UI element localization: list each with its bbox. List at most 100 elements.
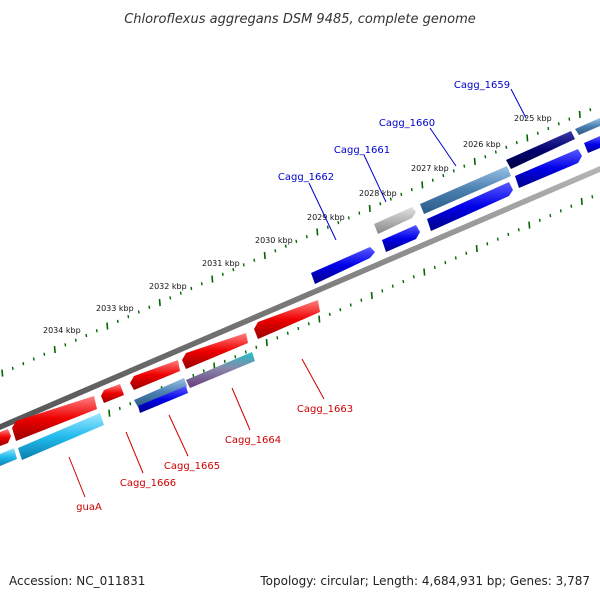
reverse-strand [0,300,320,466]
tick-mark [473,157,476,165]
tick-mark [568,117,571,121]
tick-mark [410,188,413,192]
tick-mark [244,350,247,354]
tick-mark [433,265,436,269]
tick-mark [265,339,268,347]
tick-mark [53,346,56,354]
tick-mark [234,355,237,359]
gene-label-top[interactable]: Cagg_1662 [278,172,334,183]
tick-mark [74,338,77,342]
feature-cagg-1665-steel[interactable] [134,378,187,407]
feature-cagg-1666[interactable] [101,384,124,403]
gene-label-top[interactable]: Cagg_1659 [454,80,510,91]
tick-mark [412,275,415,279]
gene-label-bottom[interactable]: Cagg_1666 [120,478,176,489]
feature-cagg-1661-grey[interactable] [374,207,416,234]
gene-label-bottom[interactable]: Cagg_1664 [225,435,281,446]
tick-mark [402,279,405,284]
tick-mark [486,242,489,246]
tick-mark [421,181,424,189]
tick-mark [431,178,434,182]
tick-mark [360,298,363,302]
tick-mark [389,197,392,201]
tick-mark [274,249,277,253]
tick-mark [370,291,373,300]
tick-mark [286,331,289,335]
tick-mark [463,164,466,168]
feature-cagg-1660[interactable] [420,166,511,214]
tick-mark [379,202,382,206]
feature-cagg-1659[interactable] [506,131,575,169]
tick-mark [381,289,384,293]
tick-mark [232,267,235,272]
tick-mark [444,261,447,265]
tick-mark [400,192,403,196]
tick-mark [192,373,195,378]
outer-tick-ring [1,108,592,377]
feature-cagg-1665[interactable] [130,360,180,390]
gene-label-bottom[interactable]: guaA [76,502,102,513]
tick-mark [465,251,468,255]
tick-mark [307,322,310,326]
tick-mark [454,256,457,260]
feature-left-edge[interactable] [0,429,11,446]
tick-mark [106,322,109,330]
tick-mark [484,155,487,159]
tick-mark [328,312,331,317]
tick-mark [580,197,583,206]
tick-mark [507,232,510,237]
accession-text: Accession: NC_011831 [9,574,146,588]
tick-mark [442,173,445,178]
tick-mark [253,258,256,262]
gene-label-bottom[interactable]: Cagg_1665 [164,461,220,472]
tick-mark [95,329,98,333]
tick-mark [169,296,172,300]
callout-lines [68,88,527,498]
tick-mark [475,244,478,253]
feature-guaA[interactable] [12,396,97,441]
feature-cyan-long[interactable] [18,413,104,460]
feature-cagg-1660-inner[interactable] [515,149,582,188]
gene-label-bottom[interactable]: Cagg_1663 [297,404,353,415]
kbp-label: 2026 kbp [463,140,501,149]
tick-mark [515,140,518,145]
gene-label-top[interactable]: Cagg_1660 [379,118,435,129]
tick-mark [137,310,140,314]
tick-mark [557,122,560,126]
tick-mark [358,211,361,215]
genome-backbone [0,166,600,430]
tick-mark [43,352,46,356]
tick-mark [578,110,581,118]
feature-right-edge[interactable] [584,136,600,153]
genome-summary-text: Topology: circular; Length: 4,684,931 bp… [260,574,590,588]
tick-mark [179,291,182,295]
tick-mark [505,145,508,149]
tick-mark [190,286,193,291]
feature-cagg-1663[interactable] [254,300,320,339]
feature-cyan-edge[interactable] [0,448,17,466]
tick-mark [127,315,130,319]
page-title: Chloroflexus aggregans DSM 9485, complet… [124,12,476,27]
feature-cagg-1662-main[interactable] [311,247,375,284]
tick-mark [85,333,88,338]
tick-mark [32,357,35,361]
feature-cagg-1665-blue[interactable] [138,386,188,413]
tick-mark [326,225,329,229]
gene-label-top[interactable]: Cagg_1661 [334,145,390,156]
tick-mark [337,220,340,225]
feature-cagg-1662[interactable] [382,225,420,252]
feature-cagg-1661[interactable] [427,182,513,231]
feature-cagg-1664[interactable] [182,333,248,369]
tick-mark [129,402,132,406]
feature-cagg-1659-next[interactable] [575,118,600,135]
tick-mark [347,216,350,220]
tick-mark [242,263,245,267]
tick-mark [494,150,497,154]
kbp-label: 2027 kbp [411,164,449,173]
kbp-label: 2030 kbp [255,236,293,245]
kbp-label: 2031 kbp [202,259,240,268]
feature-cagg-1664-mix[interactable] [186,352,255,388]
tick-mark [526,134,529,142]
tick-mark [517,228,520,232]
